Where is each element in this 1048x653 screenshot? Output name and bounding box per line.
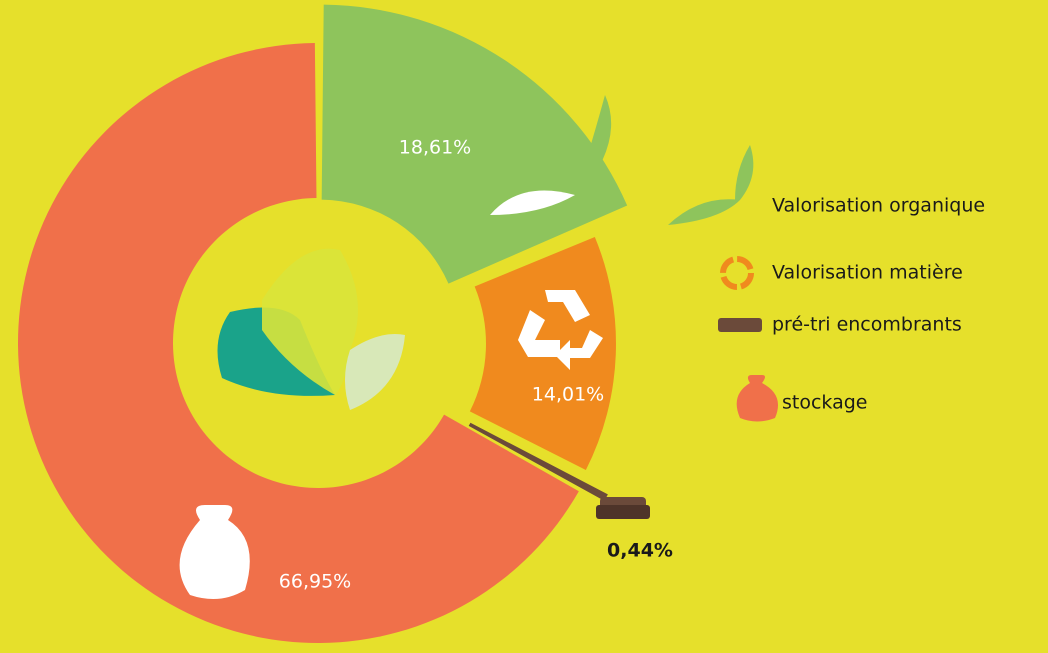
slice — [18, 43, 579, 643]
legend: Valorisation organique Valorisation matiè… — [772, 195, 985, 414]
slice — [321, 4, 628, 284]
center-logo — [217, 248, 405, 410]
legend-label: Valorisation matière — [772, 262, 963, 284]
value-label: 18,61% — [399, 137, 471, 159]
bag-icon — [179, 505, 250, 599]
legend-icons — [668, 145, 779, 422]
couch-icon — [596, 497, 650, 519]
value-label: 66,95% — [279, 571, 351, 593]
legend-label: Valorisation organique — [772, 195, 985, 217]
legend-label: stockage — [782, 392, 867, 414]
value-label: 14,01% — [532, 384, 604, 406]
recycle-icon — [518, 290, 603, 370]
legend-label: pré-tri encombrants — [772, 314, 962, 336]
leaf-decoration — [490, 95, 612, 215]
slice — [468, 422, 608, 501]
value-label: 0,44% — [607, 540, 673, 562]
